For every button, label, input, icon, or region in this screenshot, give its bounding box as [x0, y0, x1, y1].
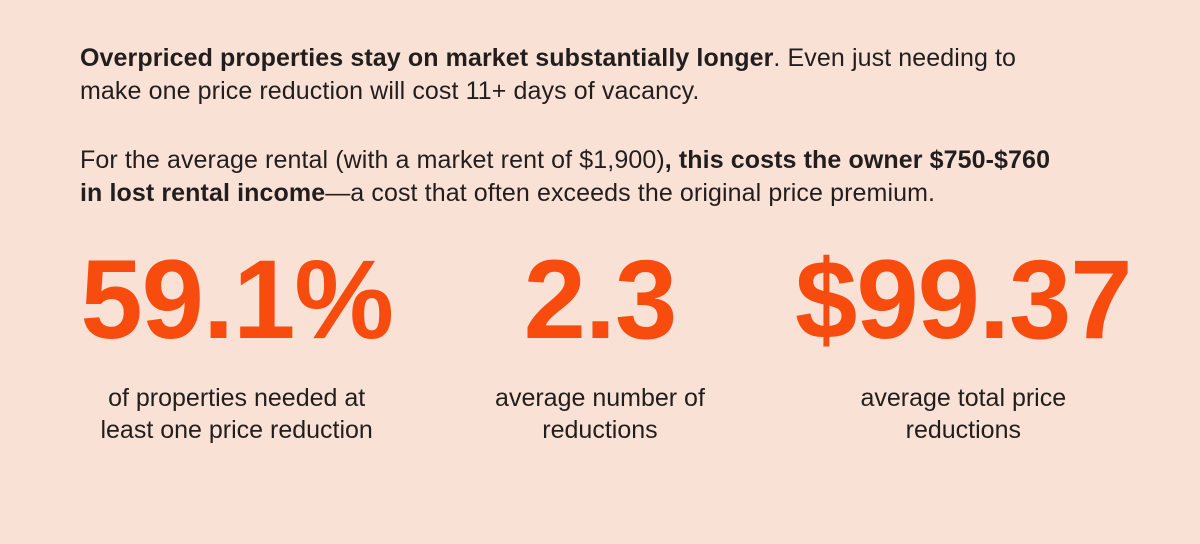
stat-value-properties-reduced: 59.1% [80, 237, 394, 362]
stat-caption-properties-reduced: of properties needed at least one price … [100, 384, 373, 444]
stats-row: 59.1% of properties needed at least one … [55, 240, 1145, 446]
intro-2-regular-segment: For the average rental (with a market re… [80, 146, 665, 174]
intro-2-regular-segment-line-2: —a cost that often exceeds the original … [325, 179, 936, 207]
intro-1-bold-segment: Overpriced properties stay on market sub… [80, 44, 774, 72]
stat-total-price-reductions: $99.37 average total price reductions [782, 240, 1145, 446]
intro-text: Overpriced properties stay on market sub… [80, 42, 1120, 210]
stat-value-average-reductions: 2.3 [523, 237, 678, 362]
stat-caption-total-reductions: average total price reductions [860, 384, 1067, 444]
intro-2-bold-segment-line-2: in lost rental income [80, 179, 326, 207]
stat-price-reduction-share: 59.1% of properties needed at least one … [55, 240, 418, 446]
intro-2-bold-segment: , this costs the owner $750-$760 [664, 146, 1051, 174]
intro-1-regular-segment: . Even just needing to [773, 44, 1017, 72]
stat-caption-average-reductions: average number of reductions [495, 384, 705, 444]
intro-paragraph-1: Overpriced properties stay on market sub… [80, 42, 1120, 108]
stat-value-total-reductions: $99.37 [795, 237, 1133, 362]
intro-paragraph-2: For the average rental (with a market re… [80, 144, 1120, 210]
stat-average-reductions: 2.3 average number of reductions [418, 240, 781, 446]
intro-1-line-2: make one price reduction will cost 11+ d… [80, 77, 700, 105]
